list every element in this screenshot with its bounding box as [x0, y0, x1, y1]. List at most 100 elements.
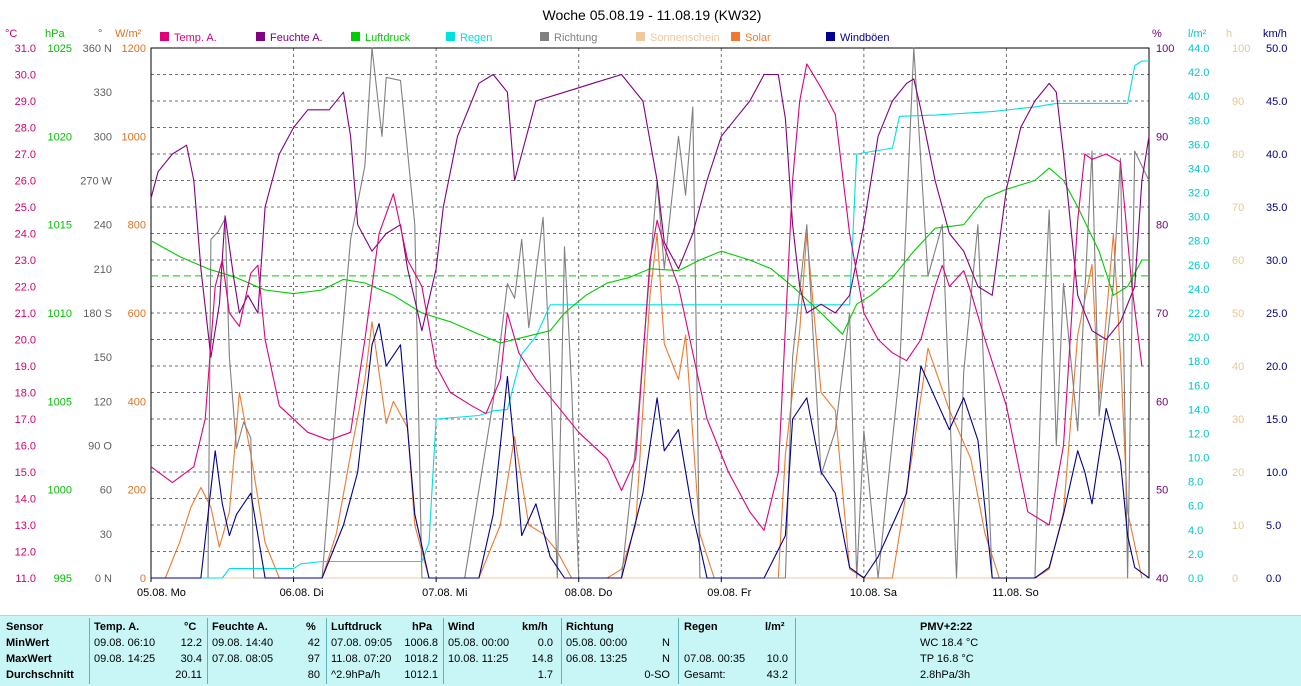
stats-header-sensor: Sensor [6, 621, 44, 633]
tick-label-press: 1015 [48, 220, 72, 232]
tick-label-gust: 45.0 [1266, 96, 1287, 108]
tick-label-temp: 31.0 [15, 43, 36, 55]
dir-header: Richtung [566, 621, 614, 633]
tick-label-dir: 300 [94, 131, 112, 143]
hum-min-value: 42 [307, 637, 320, 649]
tick-label-temp: 25.0 [15, 202, 36, 214]
temp-header: Temp. A. [94, 621, 140, 633]
legend-swatch-temp-a [160, 32, 169, 41]
chart-title: Woche 05.08.19 - 11.08.19 (KW32) [543, 7, 762, 23]
tick-label-temp: 14.0 [15, 494, 36, 506]
tick-label-dir: 30 [100, 529, 112, 541]
wind-max-value: 14.8 [531, 653, 553, 665]
temp-unit: °C [184, 621, 197, 633]
tick-label-rain: 10.0 [1188, 453, 1209, 465]
x-label: 07.08. Mi [422, 587, 467, 599]
series-line-regen [151, 60, 1149, 579]
tick-label-rain: 32.0 [1188, 188, 1209, 200]
legend-label-regen: Regen [460, 32, 492, 44]
tick-label-hum: 70 [1156, 308, 1168, 320]
tick-label-sun: 90 [1232, 96, 1244, 108]
tick-label-sun: 20 [1232, 467, 1244, 479]
tick-label-press: 1000 [48, 485, 72, 497]
press-min-time: 07.08. 09:05 [331, 637, 393, 649]
tick-label-solar: 200 [128, 485, 146, 497]
tick-label-rain: 34.0 [1188, 163, 1209, 175]
press-unit: hPa [412, 621, 433, 633]
tick-label-solar: 0 [140, 573, 146, 585]
wind-header: Wind [448, 621, 475, 633]
x-label: 10.08. Sa [850, 587, 898, 599]
tick-label-sun: 60 [1232, 255, 1244, 267]
temp-max-time: 09.08. 14:25 [94, 653, 156, 665]
tick-label-solar: 400 [128, 396, 146, 408]
tick-label-rain: 8.0 [1188, 477, 1203, 489]
divider [89, 618, 90, 684]
tick-label-gust: 25.0 [1266, 308, 1287, 320]
tick-label-temp: 23.0 [15, 255, 36, 267]
tick-label-rain: 16.0 [1188, 380, 1209, 392]
tick-label-sun: 40 [1232, 361, 1244, 373]
press-header: Luftdruck [331, 621, 382, 633]
tick-label-gust: 0.0 [1266, 573, 1281, 585]
rain-max-time: 07.08. 00:35 [684, 653, 746, 665]
hum-max-value: 97 [307, 653, 320, 665]
tick-label-temp: 22.0 [15, 282, 36, 294]
dir-max-value: N [662, 653, 670, 665]
tick-label-dir: 90 O [88, 441, 112, 453]
series-line-windb-en [151, 323, 1150, 579]
rain-total-label: Gesamt: [684, 669, 726, 681]
tick-label-temp: 27.0 [15, 149, 36, 161]
dir-min-value: N [662, 637, 670, 649]
hum-max-time: 07.08. 08:05 [212, 653, 274, 665]
legend-swatch-solar [731, 32, 740, 41]
tick-label-dir: 240 [94, 220, 112, 232]
legend-swatch-regen [446, 32, 455, 41]
tick-label-rain: 14.0 [1188, 404, 1209, 416]
hum-header: Feuchte A. [212, 621, 268, 633]
dir-avg-value: 0-SO [644, 669, 670, 681]
press-max-value: 1018.2 [404, 653, 438, 665]
tick-label-gust: 30.0 [1266, 255, 1287, 267]
tick-label-temp: 17.0 [15, 414, 36, 426]
rain-max-value: 10.0 [766, 653, 788, 665]
pmv-trend: 2.8hPa/3h [920, 669, 971, 681]
tick-label-rain: 44.0 [1188, 43, 1209, 55]
series-line-feuchte-a [150, 73, 1150, 358]
dir-min-time: 05.08. 00:00 [566, 637, 628, 649]
divider [326, 618, 327, 684]
tick-label-temp: 16.0 [15, 441, 36, 453]
tick-label-temp: 30.0 [15, 70, 36, 82]
legend-label-feuchte-a: Feuchte A. [270, 32, 323, 44]
tick-label-rain: 26.0 [1188, 260, 1209, 272]
tick-label-dir: 270 W [80, 176, 112, 188]
axis-ticks: 31.0 30.0 29.0 28.0 27.0 26.0 25.0 24.0 23.0 22.0… [15, 43, 1288, 585]
tick-label-temp: 21.0 [15, 308, 36, 320]
press-min-value: 1006.8 [404, 637, 438, 649]
rain-unit: l/m² [765, 621, 785, 633]
tick-label-solar: 1000 [122, 131, 146, 143]
tick-label-rain: 22.0 [1188, 308, 1209, 320]
hum-min-time: 09.08. 14:40 [212, 637, 274, 649]
row-label-min: MinWert [6, 637, 50, 649]
legend-swatch-sonnenschein [636, 32, 645, 41]
legend: Temp. A. Feuchte A. Luftdruck Regen Richtung… [160, 32, 890, 44]
tick-label-rain: 24.0 [1188, 284, 1209, 296]
tick-label-gust: 20.0 [1266, 361, 1287, 373]
tick-label-sun: 80 [1232, 149, 1244, 161]
tick-label-gust: 15.0 [1266, 414, 1287, 426]
tick-label-dir: 210 [94, 264, 112, 276]
legend-label-richtung: Richtung [554, 32, 597, 44]
tick-label-temp: 20.0 [15, 335, 36, 347]
tick-label-hum: 80 [1156, 220, 1168, 232]
tick-label-rain: 38.0 [1188, 115, 1209, 127]
tick-label-solar: 800 [128, 220, 146, 232]
series-line-luftdruck [150, 167, 1149, 344]
row-label-avg: Durchschnitt [6, 669, 74, 681]
x-label: 08.08. Do [565, 587, 613, 599]
divider [207, 618, 208, 684]
tick-label-sun: 10 [1232, 520, 1244, 532]
tick-label-temp: 24.0 [15, 229, 36, 241]
pmv-dewpoint: TP 16.8 °C [920, 653, 974, 665]
tick-label-hum: 50 [1156, 485, 1168, 497]
